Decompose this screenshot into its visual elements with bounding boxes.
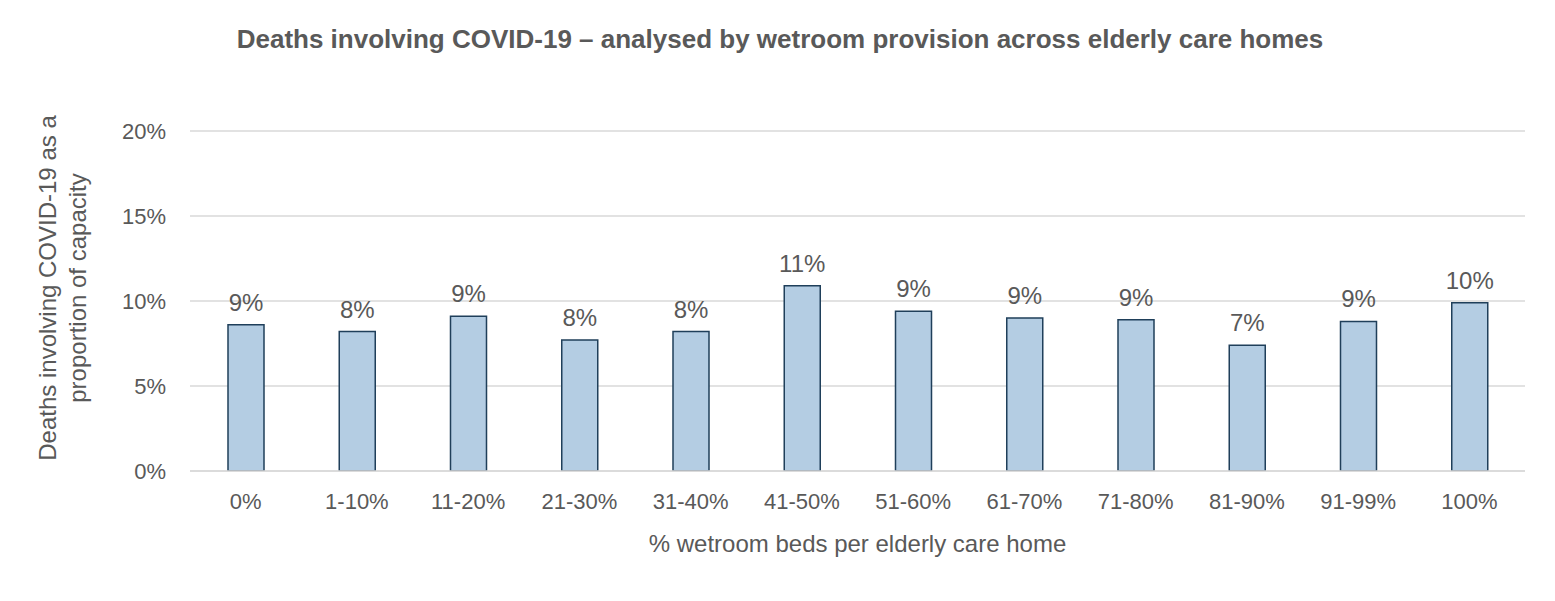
svg-text:9%: 9% — [1119, 284, 1154, 311]
svg-text:11-20%: 11-20% — [431, 489, 505, 514]
svg-text:5%: 5% — [134, 374, 166, 399]
svg-text:21-30%: 21-30% — [541, 489, 617, 514]
svg-text:9%: 9% — [229, 289, 264, 316]
svg-text:15%: 15% — [122, 204, 166, 229]
svg-text:8%: 8% — [562, 304, 597, 331]
svg-text:100%: 100% — [1441, 489, 1497, 514]
svg-text:20%: 20% — [122, 119, 166, 144]
svg-text:51-60%: 51-60% — [875, 489, 951, 514]
svg-text:11%: 11% — [779, 250, 825, 277]
svg-text:7%: 7% — [1230, 309, 1265, 336]
svg-text:91-99%: 91-99% — [1320, 489, 1396, 514]
svg-text:9%: 9% — [1007, 282, 1042, 309]
svg-text:10%: 10% — [122, 289, 166, 314]
svg-text:9%: 9% — [896, 275, 931, 302]
svg-text:9%: 9% — [1341, 285, 1376, 312]
svg-text:8%: 8% — [340, 296, 375, 323]
svg-text:10%: 10% — [1446, 267, 1494, 294]
svg-text:81-90%: 81-90% — [1209, 489, 1285, 514]
svg-text:0%: 0% — [230, 489, 262, 514]
html-text:Deaths involving COVID-19 – an: Deaths involving COVID-19 – analysed by … — [236, 24, 1324, 54]
svg-text:61-70%: 61-70% — [986, 489, 1062, 514]
svg-text:0%: 0% — [134, 459, 166, 484]
svg-text:% wetroom beds per elderly car: % wetroom beds per elderly care home — [649, 530, 1067, 557]
html-text:Deaths involving COVID-19 as a: Deaths involving COVID-19 as a proportio… — [34, 115, 91, 461]
svg-text:31-40%: 31-40% — [653, 489, 729, 514]
svg-text:1-10%: 1-10% — [325, 489, 389, 514]
svg-text:71-80%: 71-80% — [1098, 489, 1174, 514]
svg-text:41-50%: 41-50% — [764, 489, 840, 514]
svg-text:9%: 9% — [451, 280, 486, 307]
svg-text:8%: 8% — [674, 296, 709, 323]
